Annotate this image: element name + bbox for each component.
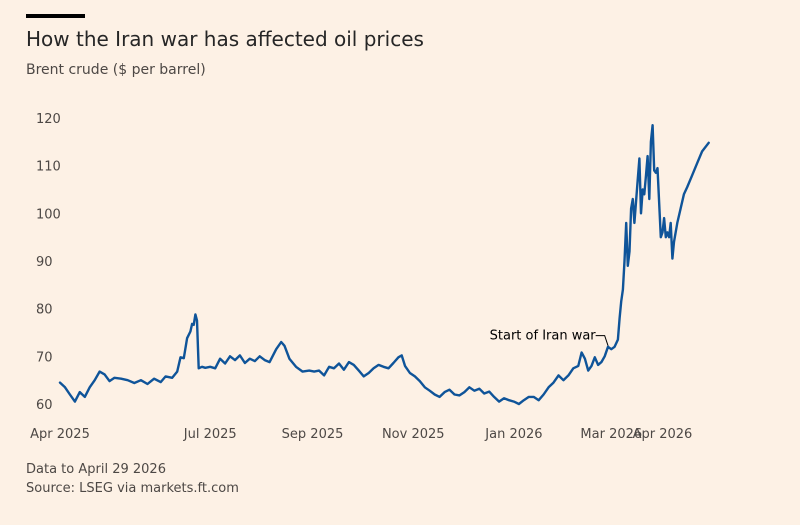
source-note: Source: LSEG via markets.ft.com: [26, 481, 239, 496]
x-axis: Apr 2025 Jul 2025 Sep 2025 Nov 2025 Jan 2026…: [30, 427, 692, 442]
y-tick-label: 100: [36, 207, 61, 222]
y-tick-label: 120: [36, 112, 61, 127]
y-tick-label: 60: [36, 398, 53, 413]
series-line: [58, 124, 710, 406]
x-tick-label: Jul 2025: [183, 427, 237, 442]
x-tick-label: Mar 2026: [580, 427, 642, 442]
annotation-leader: [595, 335, 610, 348]
data-note: Data to April 29 2026: [26, 462, 166, 477]
y-tick-label: 110: [36, 160, 61, 175]
chart-title: How the Iran war has affected oil prices: [26, 27, 424, 51]
series-group: [58, 124, 710, 406]
y-tick-label: 80: [36, 303, 53, 318]
y-axis: 60 70 80 90 100 110 120: [36, 112, 61, 413]
annotations: Start of Iran war: [490, 329, 610, 348]
x-tick-label: Sep 2025: [282, 427, 344, 442]
chart-subtitle: Brent crude ($ per barrel): [26, 62, 206, 78]
y-tick-label: 70: [36, 350, 53, 365]
brand-bar: [26, 14, 85, 18]
y-tick-label: 90: [36, 255, 53, 270]
x-tick-label: Apr 2025: [30, 427, 90, 442]
x-tick-label: Nov 2025: [382, 427, 445, 442]
x-tick-label: Apr 2026: [633, 427, 693, 442]
annotation-label: Start of Iran war: [490, 329, 597, 344]
x-tick-label: Jan 2026: [484, 427, 542, 442]
